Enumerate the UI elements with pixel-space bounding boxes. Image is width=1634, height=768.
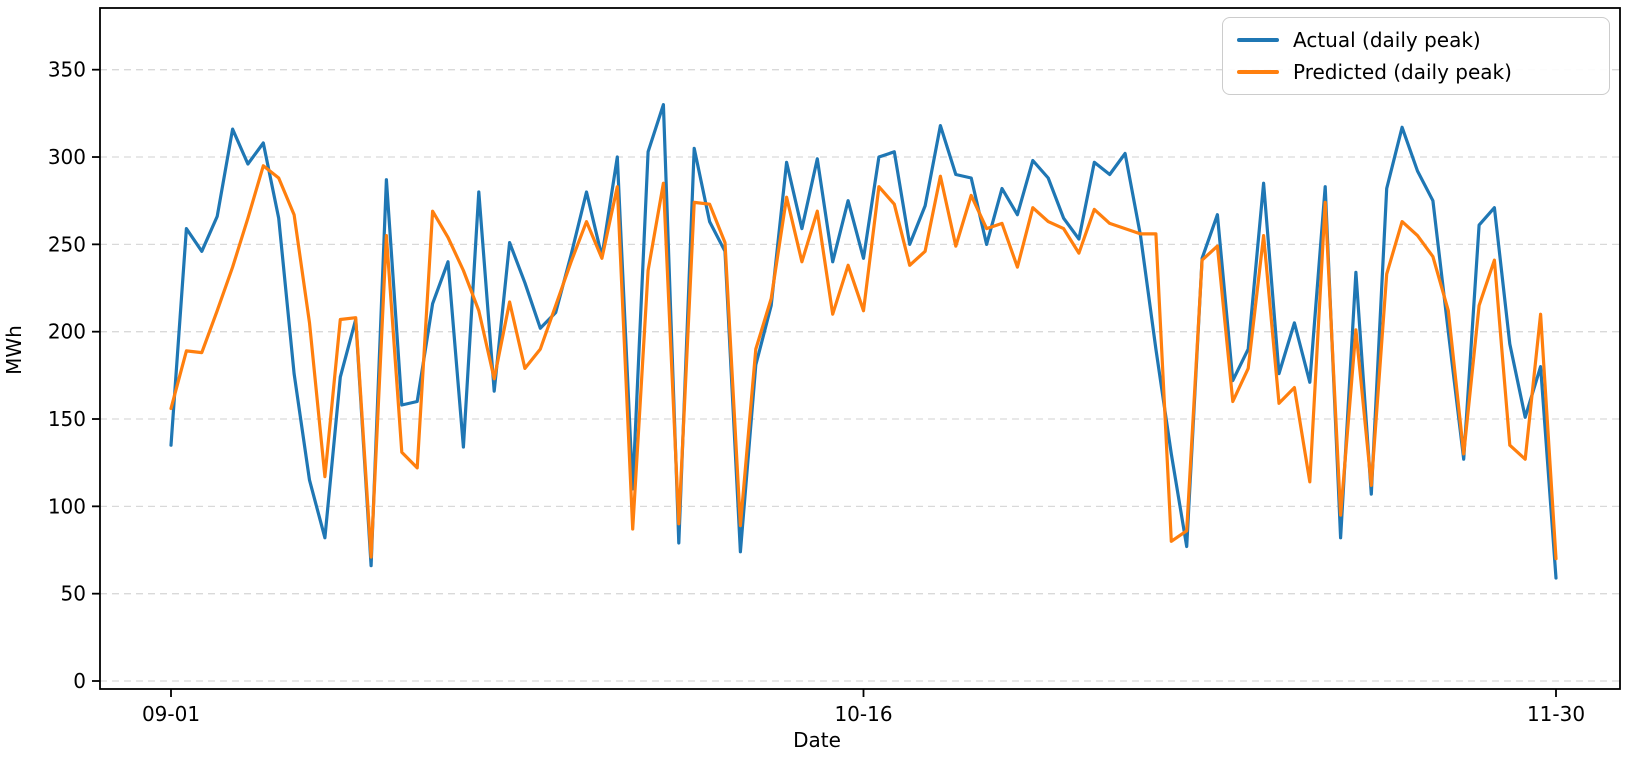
y-tick-label: 150 — [48, 407, 86, 431]
y-tick-label: 200 — [48, 320, 86, 344]
y-tick-label: 100 — [48, 494, 86, 518]
x-tick-label: 11-30 — [1527, 702, 1585, 726]
x-axis-label: Date — [793, 728, 841, 752]
y-tick-label: 250 — [48, 232, 86, 256]
predicted-series-line — [169, 164, 1558, 561]
legend: Actual (daily peak) Predicted (daily pea… — [1222, 17, 1610, 95]
y-tick-label: 50 — [61, 582, 86, 606]
legend-label-actual: Actual (daily peak) — [1293, 28, 1481, 52]
y-tick-label: 300 — [48, 145, 86, 169]
actual-line-swatch-icon — [1237, 38, 1279, 42]
plot-frame — [99, 7, 1621, 690]
y-axis-label: MWh — [2, 325, 26, 375]
actual-series-line — [169, 102, 1558, 580]
legend-item-actual: Actual (daily peak) — [1237, 28, 1595, 52]
legend-label-predicted: Predicted (daily peak) — [1293, 60, 1512, 84]
legend-item-predicted: Predicted (daily peak) — [1237, 60, 1595, 84]
predicted-line-swatch-icon — [1237, 70, 1279, 74]
y-tick-label: 0 — [73, 669, 86, 693]
x-tick-label: 09-01 — [142, 702, 200, 726]
x-tick-label: 10-16 — [834, 702, 892, 726]
y-tick-label: 350 — [48, 58, 86, 82]
